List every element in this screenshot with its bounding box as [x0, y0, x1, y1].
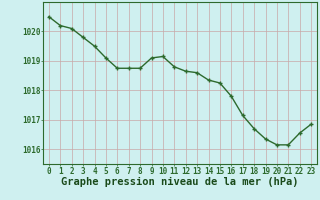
X-axis label: Graphe pression niveau de la mer (hPa): Graphe pression niveau de la mer (hPa)	[61, 177, 299, 187]
